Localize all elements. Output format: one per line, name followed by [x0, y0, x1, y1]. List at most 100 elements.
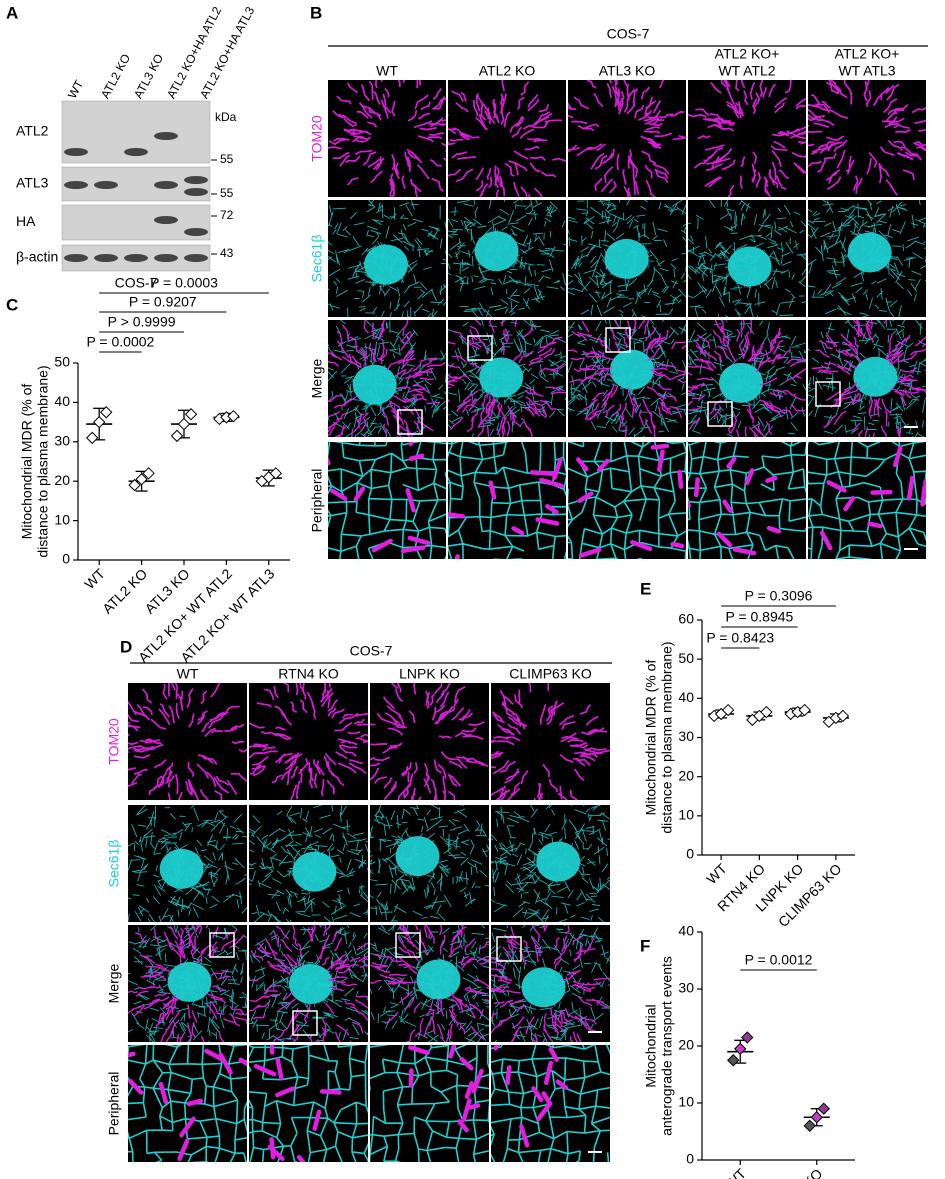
- roi-box: [605, 327, 631, 353]
- nucleus: [416, 959, 461, 1000]
- er-tubules: [249, 1045, 368, 1162]
- blot-band: [154, 181, 178, 189]
- y-axis-label: Mitochondrial MDR (% of: [643, 660, 659, 816]
- mitochondria: [568, 80, 686, 197]
- cell-line-label: COS-7: [115, 275, 158, 291]
- er-network: [128, 805, 247, 922]
- mitochondria: [408, 1045, 484, 1133]
- micrograph: [370, 925, 489, 1042]
- blot-band: [154, 254, 178, 262]
- y-tick-label: 40: [54, 393, 70, 409]
- er-network: [808, 200, 926, 317]
- mitochondria: [370, 925, 489, 1042]
- nucleus: [363, 244, 408, 285]
- roi-box: [496, 936, 522, 962]
- column-header: ATL2 KO+: [835, 46, 900, 62]
- mitochondria: [819, 445, 926, 551]
- mitochondria: [688, 456, 782, 556]
- er-tubules: [688, 442, 806, 559]
- nucleus: [604, 238, 649, 279]
- x-tick-label: WT: [703, 860, 730, 887]
- micrograph: [370, 683, 489, 800]
- blot-band: [64, 254, 88, 262]
- micrograph: [491, 805, 610, 922]
- micrograph: [128, 805, 247, 922]
- replicate-mean: [85, 431, 99, 445]
- blot-band: [94, 181, 118, 189]
- er-tubules: [328, 442, 446, 559]
- er-tubules: [491, 1045, 610, 1162]
- micrograph: [448, 200, 566, 317]
- replicate-mean: [760, 705, 773, 719]
- micrograph: [808, 320, 926, 437]
- micrograph: [328, 200, 446, 317]
- mitochondria: [448, 457, 564, 559]
- column-header: ATL3 KO: [599, 63, 656, 79]
- p-value: P = 0.9207: [129, 294, 197, 310]
- micrograph: [249, 1045, 368, 1162]
- mitochondria: [128, 683, 247, 800]
- blot-row-label: β-actin: [16, 249, 58, 265]
- mitochondria: [688, 80, 806, 197]
- micrograph: [328, 320, 446, 437]
- micrograph: [448, 320, 566, 437]
- blot-band: [64, 181, 88, 189]
- micrograph: [808, 80, 926, 197]
- blot-band: [184, 188, 208, 196]
- micrograph: [688, 200, 806, 317]
- roi-box: [815, 381, 841, 407]
- panel-letter: D: [120, 637, 132, 656]
- nucleus: [521, 967, 566, 1008]
- micrograph: [491, 925, 610, 1042]
- y-tick-label: 20: [54, 472, 70, 488]
- column-header: LNPK KO: [399, 666, 460, 682]
- y-axis-label: anterograde transport events: [659, 956, 675, 1136]
- blot-band: [184, 254, 208, 262]
- blot-strip: [61, 166, 211, 202]
- kda-label: 43: [220, 246, 234, 260]
- lane-label: ATL3 KO: [131, 52, 166, 101]
- blot-band: [124, 254, 148, 262]
- micrograph: [808, 442, 926, 559]
- blot-row-label: ATL2: [16, 123, 49, 139]
- y-tick-label: 0: [686, 1151, 694, 1167]
- panel-letter: F: [640, 936, 650, 955]
- y-tick-label: 40: [678, 689, 694, 705]
- y-tick-label: 10: [678, 807, 694, 823]
- y-tick-label: 50: [678, 650, 694, 666]
- blot-row-label: ATL3: [16, 175, 49, 191]
- row-label: TOM20: [106, 718, 122, 765]
- micrograph: [568, 80, 686, 197]
- replicate-mean: [177, 417, 191, 431]
- nucleus: [159, 848, 204, 889]
- y-tick-label: 40: [678, 923, 694, 939]
- kda-label: 55: [220, 186, 234, 200]
- mitochondria: [328, 320, 446, 437]
- micrograph: [568, 200, 686, 317]
- column-header: RTN4 KO: [278, 666, 339, 682]
- replicate-mean: [836, 709, 850, 723]
- cell-line-label: COS-7: [350, 643, 393, 659]
- mitochondria: [370, 683, 489, 800]
- roi-box: [395, 932, 421, 958]
- y-tick-label: 0: [62, 551, 70, 567]
- micrograph: [448, 442, 566, 559]
- mitochondria: [448, 320, 566, 437]
- kda-label: 55: [220, 152, 234, 166]
- blot-strip: [61, 204, 211, 241]
- roi-box: [292, 1010, 318, 1036]
- replicate-mean: [135, 473, 148, 486]
- micrograph-background: [808, 80, 926, 197]
- cell-line-label: COS-7: [607, 26, 650, 42]
- x-tick-label: ATL2 KO: [774, 1165, 825, 1179]
- replicate-mean: [184, 408, 198, 421]
- replicate-mean: [170, 429, 184, 443]
- mitochondria: [568, 320, 686, 437]
- row-label: TOM20: [309, 115, 325, 162]
- micrograph-background: [688, 80, 806, 197]
- column-header: WT ATL3: [838, 63, 895, 79]
- mitochondria: [811, 320, 926, 437]
- micrograph: [491, 1045, 610, 1162]
- x-tick-label: WT: [81, 565, 108, 592]
- micrograph-background: [448, 442, 566, 559]
